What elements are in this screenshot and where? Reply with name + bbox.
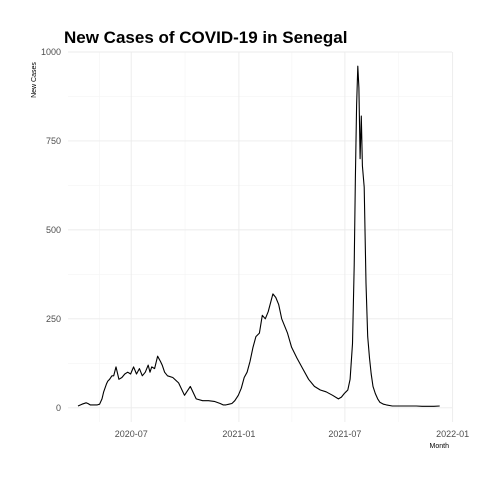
x-axis-ticks: 2020-07 2021-01 2021-07 2022-01 (115, 429, 469, 439)
y-tick-label: 750 (46, 136, 61, 146)
y-tick-label: 1000 (41, 47, 61, 57)
series-line-new-cases (77, 65, 440, 407)
grid-lines (68, 51, 454, 422)
x-tick-label: 2021-01 (222, 429, 255, 439)
x-tick-label: 2021-07 (328, 429, 361, 439)
y-tick-label: 0 (56, 403, 61, 413)
chart-title: New Cases of COVID-19 in Senegal (64, 28, 347, 47)
y-tick-label: 250 (46, 314, 61, 324)
y-axis-ticks: 0 250 500 750 1000 (41, 47, 61, 413)
y-tick-label: 500 (46, 225, 61, 235)
y-axis-label: New Cases (31, 62, 38, 98)
x-axis-label: Month (430, 443, 450, 450)
x-tick-label: 2020-07 (115, 429, 148, 439)
x-tick-label: 2022-01 (436, 429, 469, 439)
